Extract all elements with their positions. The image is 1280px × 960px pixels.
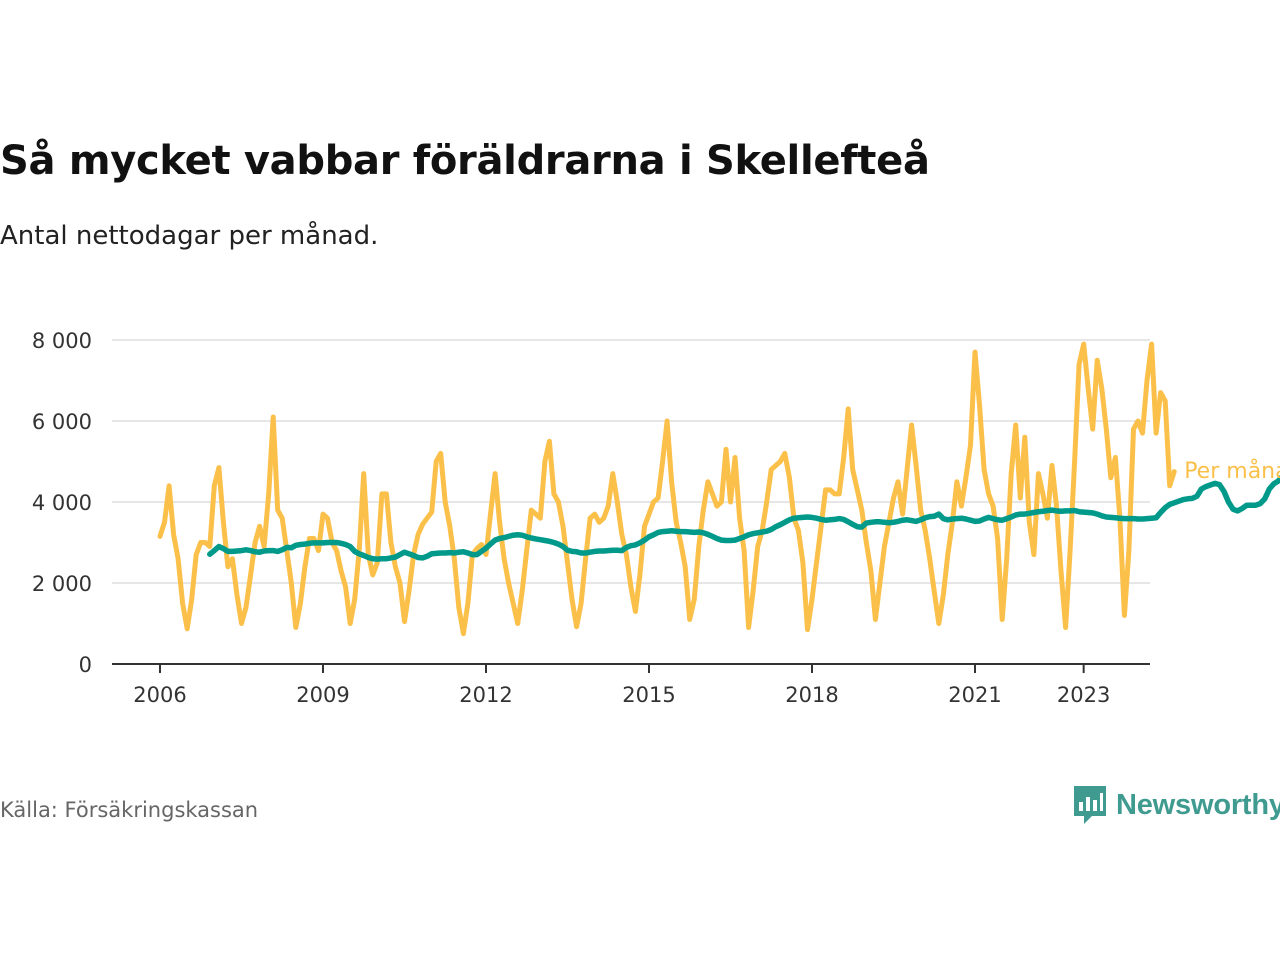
y-axis-tick-labels: 0 2 000 4 000 6 000 8 000 (32, 329, 92, 677)
series-labels: Per månadTrend (1184, 458, 1280, 484)
x-tick-label: 2009 (296, 683, 349, 707)
x-tick-label: 2006 (133, 683, 186, 707)
x-axis: 2006 2009 2012 2015 2018 2021 2023 (112, 663, 1150, 707)
x-tick-label: 2012 (459, 683, 512, 707)
x-tick-label: 2015 (622, 683, 675, 707)
y-tick-label: 6 000 (32, 410, 92, 434)
newsworthy-chart-icon (1074, 786, 1106, 824)
series-line-per-manad (157, 341, 1177, 637)
brand-name: Newsworthy (1116, 788, 1280, 821)
chart-title: Så mycket vabbar föräldrarna i Skellefte… (0, 138, 930, 184)
y-tick-label: 0 (79, 653, 92, 677)
series-line-trend (207, 474, 1280, 562)
series-lines (157, 341, 1280, 637)
x-tick-label: 2023 (1057, 683, 1110, 707)
y-tick-label: 2 000 (32, 572, 92, 596)
y-tick-label: 8 000 (32, 329, 92, 353)
chart-subtitle: Antal nettodagar per månad. (0, 221, 379, 251)
x-tick-label: 2021 (948, 683, 1001, 707)
series-label-per-manad: Per månad (1184, 458, 1280, 484)
y-tick-label: 4 000 (32, 491, 92, 515)
newsworthy-logo: Newsworthy (1072, 784, 1280, 826)
source-note: Källa: Försäkringskassan (0, 798, 259, 822)
x-tick-label: 2018 (785, 683, 838, 707)
